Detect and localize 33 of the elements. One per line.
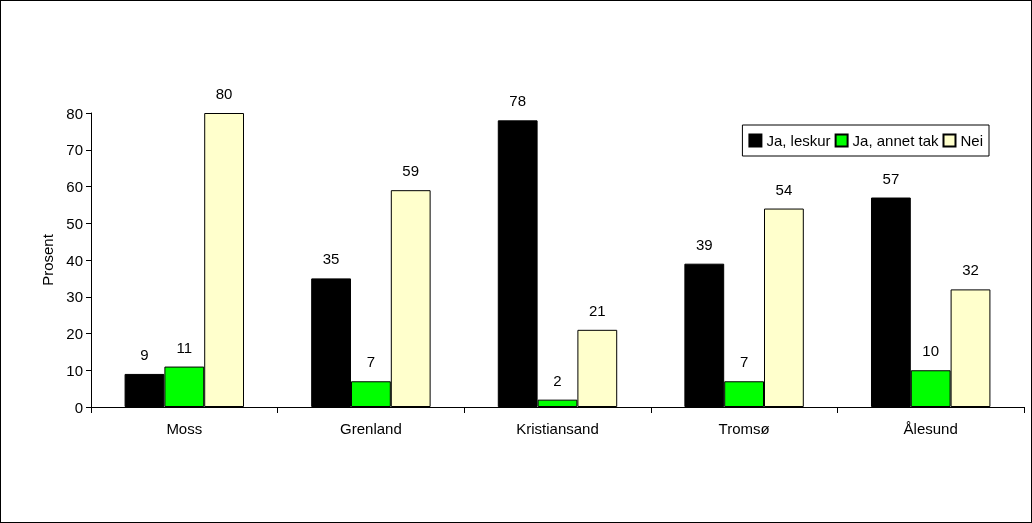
x-tick-label: Grenland bbox=[340, 420, 402, 437]
y-tick-label: 40 bbox=[66, 251, 83, 269]
x-tick-label: Tromsø bbox=[718, 420, 770, 437]
y-tick-label: 30 bbox=[66, 288, 83, 306]
data-label: 35 bbox=[322, 250, 340, 268]
y-tick-label: 20 bbox=[66, 325, 83, 342]
data-label: 9 bbox=[140, 345, 149, 363]
data-label: 7 bbox=[366, 353, 376, 371]
y-tick-label: 10 bbox=[66, 361, 83, 379]
data-label: 39 bbox=[695, 235, 713, 253]
y-tick-label: 80 bbox=[66, 104, 83, 122]
data-label: 11 bbox=[176, 338, 193, 356]
data-label: 59 bbox=[402, 162, 420, 180]
data-label: 54 bbox=[775, 180, 793, 198]
legend-label: Ja, leskur bbox=[766, 132, 831, 149]
y-axis-title: Prosent bbox=[39, 233, 56, 286]
data-label: 78 bbox=[509, 92, 527, 110]
x-tick-label: Kristiansand bbox=[516, 420, 599, 437]
data-label: 10 bbox=[922, 342, 940, 360]
legend-label: Nei bbox=[960, 132, 984, 149]
y-tick-label: 60 bbox=[66, 178, 83, 195]
data-label: 32 bbox=[962, 261, 979, 279]
x-tick-label: Ålesund bbox=[903, 420, 958, 437]
data-label: 80 bbox=[215, 85, 233, 102]
y-tick-label: 0 bbox=[74, 398, 83, 416]
y-tick-label: 50 bbox=[66, 214, 83, 232]
data-label: 57 bbox=[882, 169, 900, 187]
data-label: 21 bbox=[588, 301, 606, 319]
legend-label: Ja, annet tak bbox=[852, 132, 939, 149]
x-tick-label: Moss bbox=[166, 420, 203, 437]
y-tick-label: 70 bbox=[66, 141, 83, 159]
data-label: 7 bbox=[739, 353, 749, 371]
data-label: 2 bbox=[553, 371, 562, 389]
